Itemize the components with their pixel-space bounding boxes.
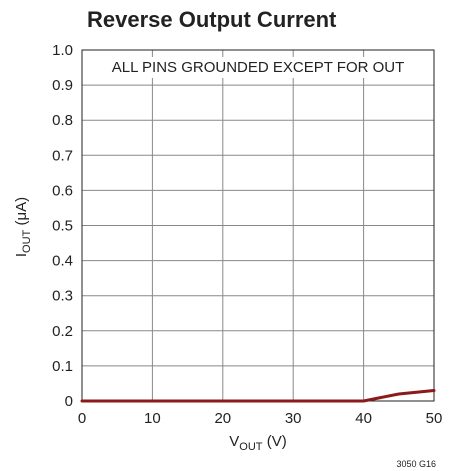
x-tick-label: 50: [426, 410, 443, 427]
y-tick-label: 0.8: [52, 112, 73, 129]
y-tick-label: 0.7: [52, 147, 73, 164]
x-tick-label: 20: [214, 410, 231, 427]
y-axis-label-main: I: [13, 253, 30, 257]
x-axis-label-rest: (V): [263, 433, 287, 450]
y-axis-label: IOUT (μA): [13, 197, 33, 257]
x-tick-label: 40: [355, 410, 372, 427]
chart-title: Reverse Output Current: [87, 7, 337, 32]
y-tick-labels: 0 0.1 0.2 0.3 0.4 0.5 0.6 0.7 0.8 0.9 1.0: [52, 42, 73, 410]
x-axis-label-main: V: [229, 433, 239, 450]
y-tick-label: 0.2: [52, 323, 73, 340]
x-axis-label-sub: OUT: [239, 441, 263, 453]
chart-annotation: ALL PINS GROUNDED EXCEPT FOR OUT: [112, 59, 405, 76]
x-tick-label: 30: [285, 410, 302, 427]
y-tick-label: 0: [65, 393, 73, 410]
y-tick-label: 0.4: [52, 253, 73, 270]
x-axis-label: VOUT (V): [229, 433, 286, 453]
series-group: [80, 388, 436, 403]
x-tick-label: 0: [78, 410, 86, 427]
series-line: [80, 388, 436, 403]
x-tick-label: 10: [144, 410, 161, 427]
y-tick-label: 0.9: [52, 77, 73, 94]
y-tick-label: 1.0: [52, 42, 73, 59]
y-axis-label-sub: OUT: [21, 229, 33, 253]
grid: [82, 50, 434, 401]
x-tick-labels: 0 10 20 30 40 50: [78, 410, 443, 427]
y-axis-label-rest: (μA): [13, 197, 30, 230]
y-tick-label: 0.1: [52, 358, 73, 375]
figure-id: 3050 G16: [396, 459, 436, 469]
y-tick-label: 0.6: [52, 182, 73, 199]
y-tick-label: 0.3: [52, 288, 73, 305]
annotation-background: [107, 57, 409, 78]
y-tick-label: 0.5: [52, 218, 73, 235]
